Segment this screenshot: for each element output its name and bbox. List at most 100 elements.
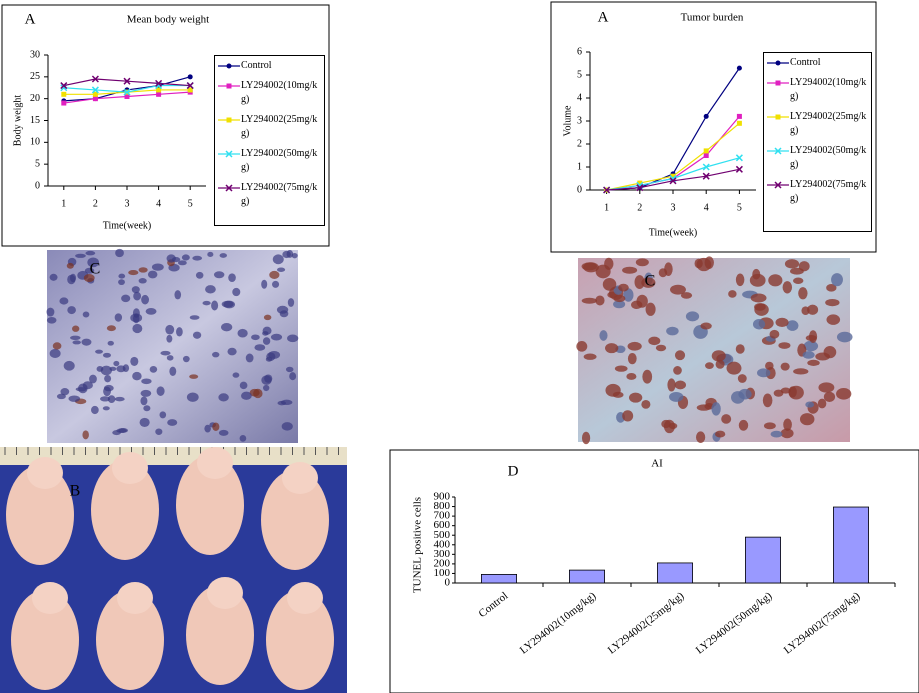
cell-nucleus [667,378,676,392]
legend-swatch [218,184,240,192]
cell-nucleus [60,388,70,396]
cell-nucleus [648,336,661,346]
legend-entry: LY294002(25mg/kg) [217,113,322,141]
legend-label: Control [241,60,272,71]
cell-nucleus [90,405,99,415]
legend-marker [775,80,781,86]
cell-nucleus [818,382,835,393]
cell-nucleus [613,300,626,309]
chart-title: AI [651,458,663,470]
cell-nucleus [75,253,86,258]
cell-nucleus [189,315,200,320]
cell-nucleus [583,353,597,360]
cell-nucleus [700,322,712,330]
cell-nucleus [131,286,140,294]
cell-nucleus [823,346,837,359]
cell-nucleus [130,313,143,323]
cell-nucleus [602,277,617,291]
series [60,75,194,90]
y-tick-label: 0 [445,577,451,589]
x-tick-label: 2 [93,198,98,209]
cell-nucleus [645,302,656,316]
data-point [123,88,131,96]
mouse-head [112,452,148,484]
cell-nucleus [807,359,820,366]
cell-nucleus [116,365,126,373]
cell-nucleus [642,369,653,384]
cell-nucleus [130,356,139,367]
cell-nucleus [673,366,682,375]
cell-nucleus [715,430,726,438]
legend-label: LY294002(25mg/kg) [790,111,867,136]
legend-swatch [218,83,240,89]
cell-nucleus [232,372,240,378]
y-tick-label: 500 [434,529,451,541]
cell-nucleus [249,388,260,397]
cell-nucleus [49,273,58,281]
mouse-head [282,462,318,494]
legend-entry: LY294002(25mg/kg) [766,110,869,138]
cell-nucleus [711,402,721,416]
y-tick-label: 5 [577,69,582,80]
cell-nucleus [826,314,841,325]
photo-label: C [645,273,656,290]
cell-nucleus [655,344,667,352]
x-tick-label: 5 [737,202,742,213]
cell-nucleus [211,300,219,311]
y-tick-label: 700 [434,510,451,522]
cell-nucleus [83,273,95,282]
cell-nucleus [78,383,88,394]
cell-nucleus [262,337,271,345]
data-point [155,79,163,87]
cell-nucleus [221,322,233,332]
cell-nucleus [807,304,819,315]
cell-nucleus [189,374,199,379]
data-point [60,82,68,90]
cell-nucleus [202,300,211,306]
legend-entry: LY294002(10mg/kg) [217,79,322,107]
cell-nucleus [213,271,225,279]
mouse-head [27,457,63,489]
data-point [735,154,743,162]
cell-nucleus [212,422,220,432]
cell-nucleus [103,384,114,392]
mouse [261,470,329,570]
cell-nucleus [674,380,687,390]
cell-nucleus [227,347,237,356]
cell-nucleus [626,373,637,380]
y-axis-label: TUNEL positive cells [412,497,424,593]
legend-marker [775,60,781,66]
data-point [91,75,99,83]
cell-nucleus [176,327,183,337]
mouse-head [32,582,68,614]
legend-label: LY294002(10mg/kg) [241,80,318,105]
cell-nucleus [285,366,294,373]
y-tick-label: 900 [434,491,451,503]
x-axis-label: Time(week) [649,227,698,238]
cell-nucleus [287,298,295,307]
cell-nucleus [245,353,254,363]
panel-frame [389,449,919,693]
cell-nucleus [769,329,780,339]
cell-nucleus [780,428,794,439]
cell-nucleus [174,290,182,300]
cell-nucleus [70,335,81,340]
y-tick-label: 15 [30,115,40,126]
cell-nucleus [711,350,726,362]
cell-nucleus [799,413,815,426]
cell-nucleus [192,331,202,339]
x-tick-label: LY294002(75mg/kg) [782,590,863,657]
cell-nucleus [139,417,150,428]
mouse [96,590,164,690]
cell-nucleus [59,297,69,305]
legend-marker [225,184,233,192]
cell-nucleus [149,366,158,373]
cell-nucleus [69,273,77,283]
cell-nucleus [182,355,190,363]
cell-nucleus [109,366,117,371]
cell-nucleus [237,328,248,338]
data-point [92,91,98,97]
data-point [603,186,611,194]
